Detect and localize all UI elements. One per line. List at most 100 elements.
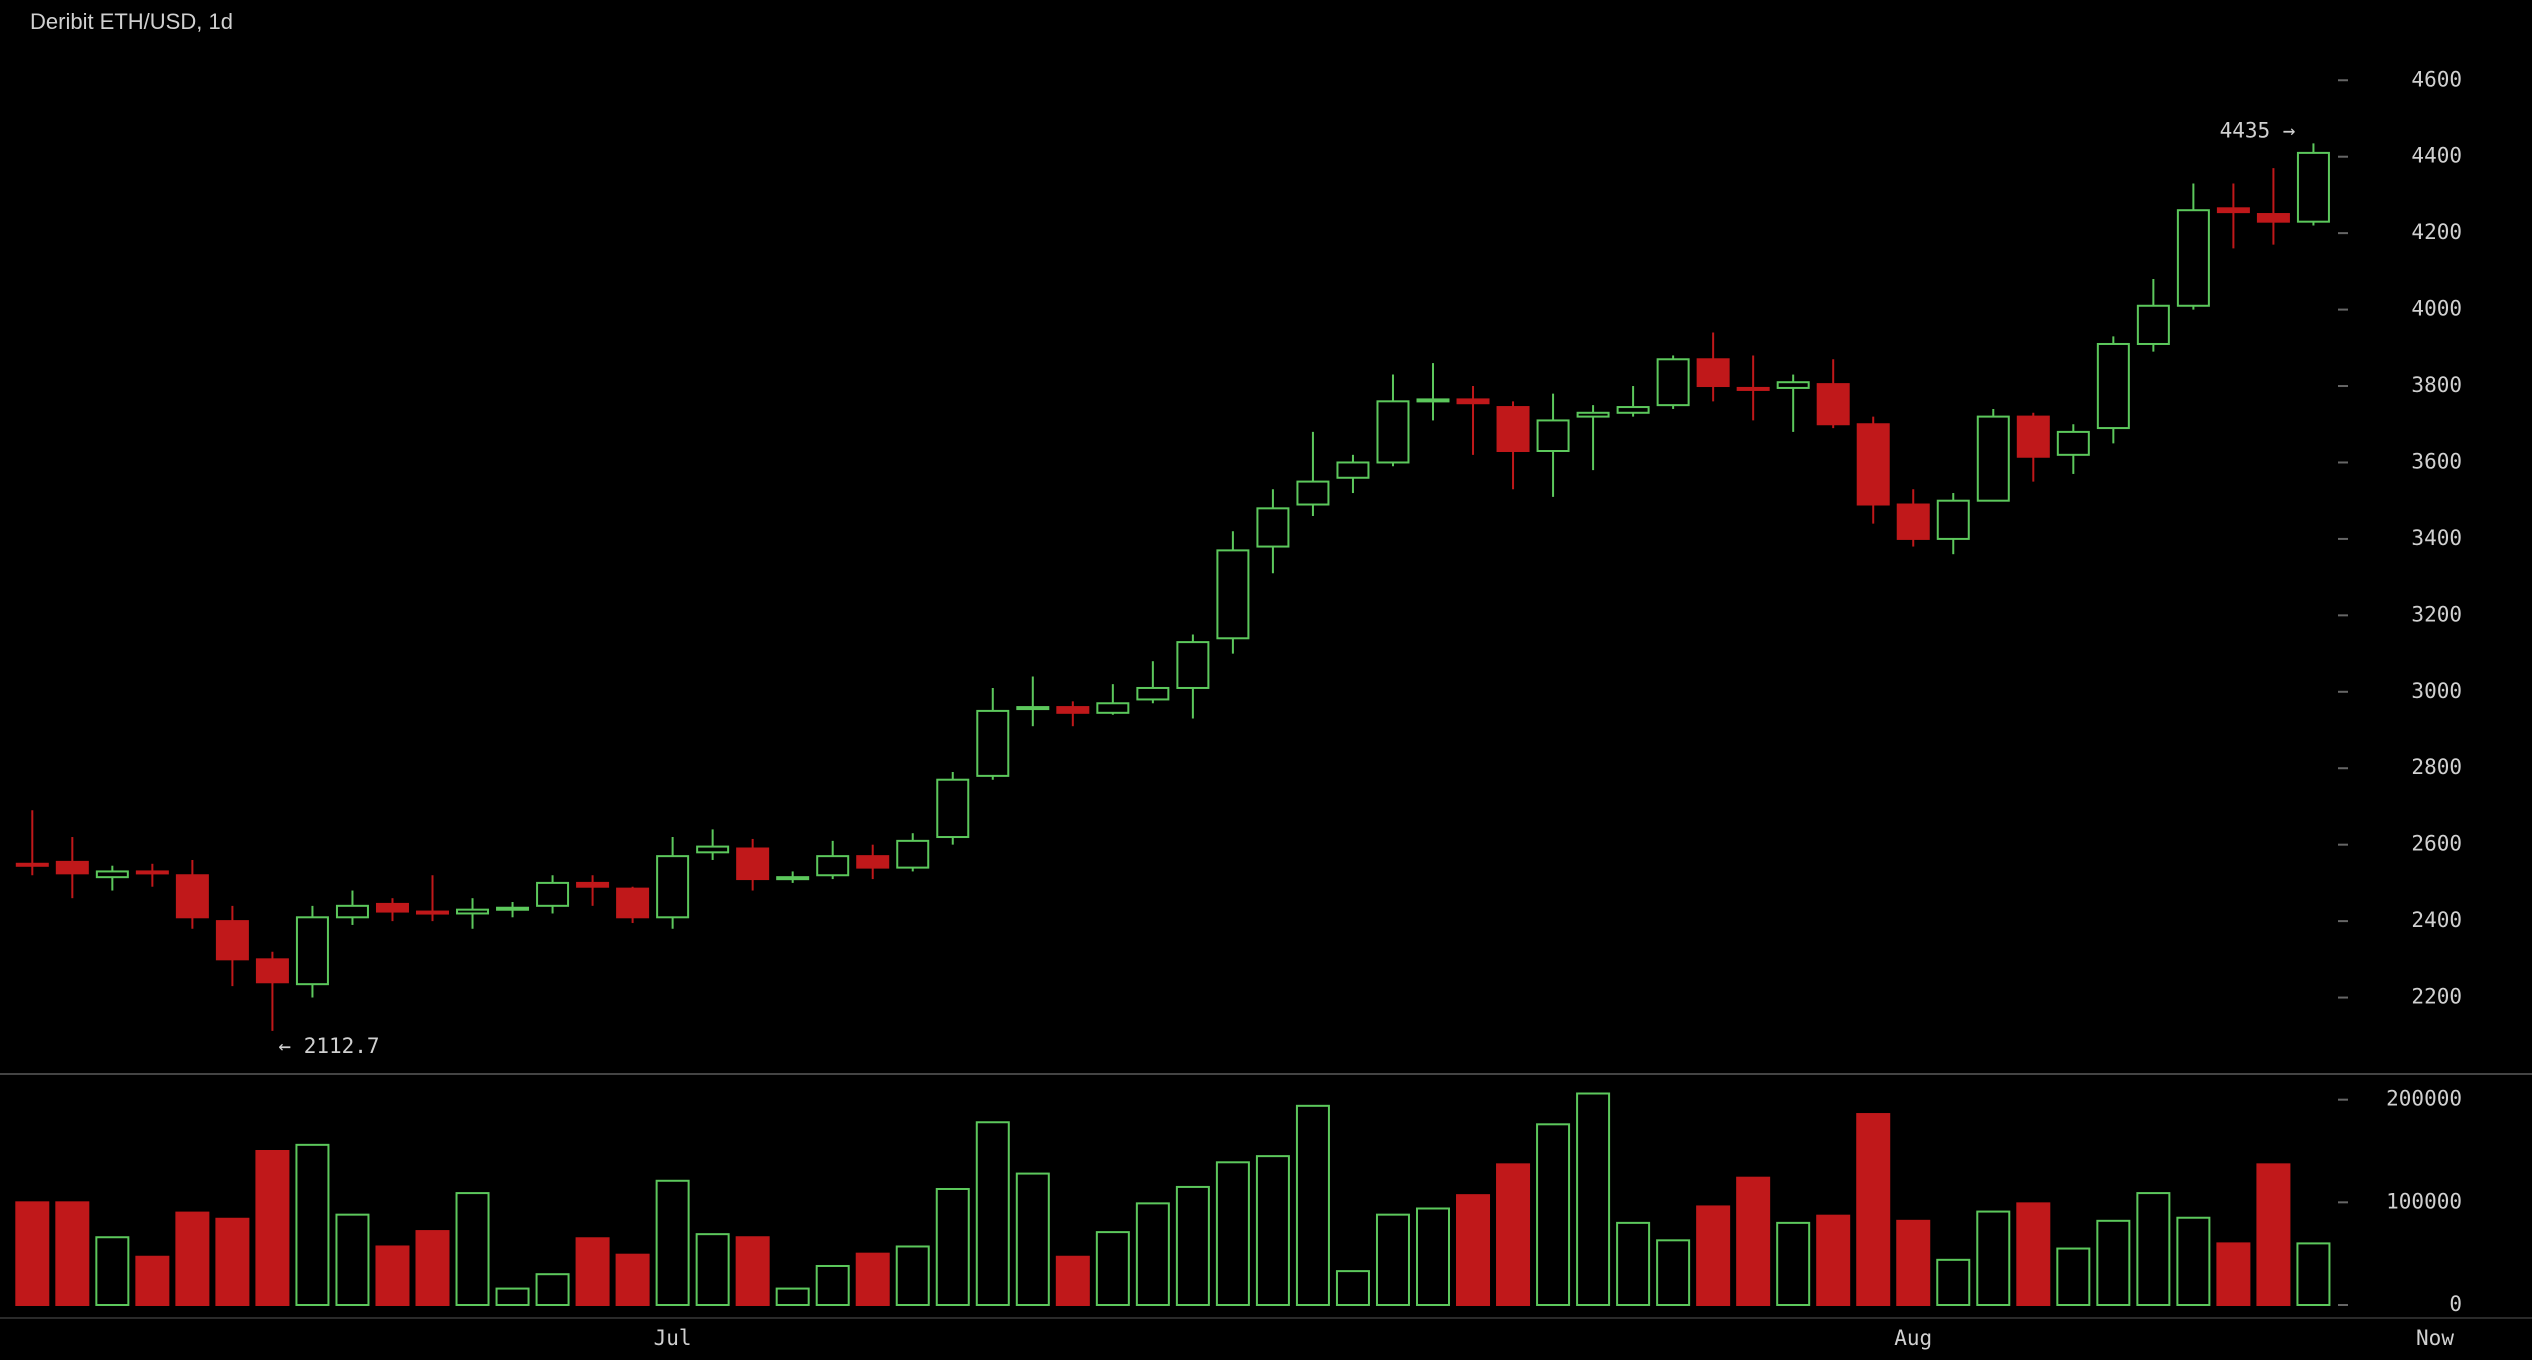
volume-bar [895, 1245, 930, 1306]
volume-bar [615, 1253, 650, 1307]
volume-bar [1175, 1185, 1210, 1307]
candle-body [1536, 419, 1570, 453]
candle-body [1936, 499, 1970, 540]
volume-bar [335, 1213, 370, 1306]
candle-body [1016, 706, 1050, 711]
candle-body [55, 860, 89, 875]
candle-body [2176, 209, 2210, 307]
candle-body [1296, 480, 1330, 506]
candle-body [776, 876, 810, 881]
volume-bar [1896, 1219, 1931, 1307]
candle-body [1256, 507, 1290, 548]
candle-body [1776, 381, 1810, 389]
volume-bar [1095, 1231, 1130, 1307]
candle-body [1336, 461, 1370, 479]
candle-body [896, 839, 930, 869]
volume-bar [215, 1217, 250, 1307]
x-tick-label: Jul [654, 1326, 692, 1350]
volume-bar [175, 1211, 210, 1306]
volume-bar [1976, 1210, 2011, 1307]
candle-body [1736, 386, 1770, 391]
candle-body [375, 902, 409, 913]
candle-body [816, 855, 850, 877]
volume-bar [2296, 1242, 2331, 1307]
candle-body [1216, 549, 1250, 640]
candle-body [2016, 415, 2050, 458]
volume-bar [2056, 1247, 2091, 1306]
candle-body [2096, 342, 2130, 430]
volume-bar [2136, 1192, 2171, 1307]
volume-bar [455, 1192, 490, 1307]
volume-bar [1776, 1221, 1811, 1307]
volume-bar [735, 1236, 770, 1306]
candle-body [95, 870, 129, 879]
candle-body [15, 862, 49, 867]
y-tick-label: 2400 [2411, 908, 2462, 932]
candle-body [2256, 213, 2290, 223]
candle-body [1496, 406, 1530, 453]
y-tick-label: 4400 [2411, 144, 2462, 168]
volume-bar [135, 1255, 170, 1307]
candle-body [1976, 415, 2010, 502]
volume-bar [1736, 1176, 1771, 1307]
y-tick-label: 2200 [2411, 985, 2462, 1009]
candle-body [616, 887, 650, 919]
volume-bar [295, 1143, 330, 1306]
high-label: 4435 → [2220, 118, 2296, 142]
volume-bar [1255, 1155, 1290, 1306]
volume-bar [2176, 1216, 2211, 1306]
volume-bar [775, 1287, 810, 1307]
volume-bar [255, 1150, 290, 1306]
volume-bar [1335, 1270, 1370, 1306]
volume-bar [2216, 1242, 2251, 1307]
volume-bar [855, 1252, 890, 1306]
y-tick-label: 2600 [2411, 832, 2462, 856]
y-tick-label: 3400 [2411, 526, 2462, 550]
candle-body [1376, 400, 1410, 464]
candle-body [175, 874, 209, 919]
y-tick-label: 3600 [2411, 449, 2462, 473]
volume-bar [1496, 1163, 1531, 1307]
volume-bar [975, 1121, 1010, 1306]
candle-body [335, 904, 369, 919]
volume-bar [495, 1287, 530, 1307]
volume-bar [2096, 1219, 2131, 1307]
candle-body [1696, 358, 1730, 388]
candle-body [1456, 398, 1490, 405]
candle-body [936, 778, 970, 839]
volume-bar [1856, 1113, 1891, 1307]
low-label: ← 2112.7 [278, 1034, 379, 1058]
candle-body [456, 908, 490, 915]
candle-body [696, 845, 730, 854]
candle-body [976, 709, 1010, 777]
volume-bar [655, 1179, 690, 1306]
candle-body [1856, 423, 1890, 506]
candle-body [135, 870, 169, 875]
volume-bar [1816, 1214, 1851, 1307]
volume-bar [375, 1245, 410, 1306]
y-tick-label: 3200 [2411, 602, 2462, 626]
volume-bar [695, 1233, 730, 1307]
volume-bar [1576, 1092, 1611, 1307]
volume-bar [1616, 1221, 1651, 1307]
y-tick-label: 3000 [2411, 679, 2462, 703]
y-tick-label: 4600 [2411, 67, 2462, 91]
candle-body [1416, 398, 1450, 403]
x-tick-label: Aug [1894, 1326, 1932, 1350]
volume-bar [1375, 1213, 1410, 1306]
candle-body [856, 855, 890, 869]
volume-bar [15, 1201, 50, 1307]
y-tick-label: 200000 [2386, 1087, 2462, 1111]
chart-title: Deribit ETH/USD, 1d [30, 9, 233, 34]
volume-bar [1416, 1207, 1450, 1306]
candle-body [1136, 686, 1170, 701]
y-tick-label: 3800 [2411, 373, 2462, 397]
volume-bar [1656, 1239, 1691, 1306]
candle-body [1576, 411, 1610, 418]
candle-body [1816, 383, 1850, 426]
candle-body [1176, 641, 1210, 689]
candle-body [1896, 503, 1930, 540]
y-tick-label: 0 [2449, 1292, 2462, 1316]
volume-bar [1536, 1123, 1571, 1306]
